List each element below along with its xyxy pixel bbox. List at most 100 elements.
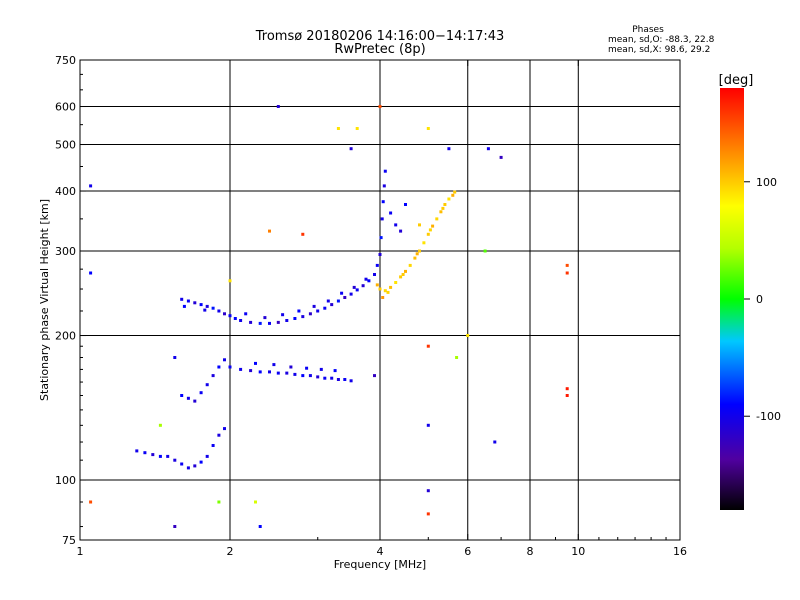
data-point (258, 525, 262, 528)
data-point (285, 371, 289, 375)
data-point (422, 241, 426, 245)
data-point (276, 320, 280, 324)
data-point (330, 303, 334, 307)
data-point (308, 312, 312, 316)
colorbar-tick-label: 0 (756, 293, 763, 306)
data-point (211, 306, 215, 310)
data-point (151, 453, 155, 457)
data-point (199, 391, 203, 395)
data-point (336, 299, 340, 303)
data-point (404, 269, 407, 273)
data-point (382, 184, 386, 188)
data-point (316, 375, 320, 379)
data-point (323, 376, 327, 380)
data-point (186, 396, 190, 400)
data-point (426, 423, 430, 427)
data-point (301, 232, 305, 236)
stats-line-o: mean, sd,O: -88.3, 22.8 (608, 35, 715, 45)
data-point (205, 454, 209, 458)
data-point (389, 285, 393, 289)
axis-ticks: 1 2 4 6 8 10 16 75 100 200 300 400 500 600 750 (55, 54, 687, 558)
data-point (217, 500, 221, 504)
data-point (352, 285, 356, 289)
data-point (173, 356, 177, 359)
x-tick-label: 10 (571, 545, 585, 558)
data-point (426, 127, 430, 130)
data-point (308, 374, 312, 378)
data-point (293, 317, 297, 320)
chart-title: Tromsø 20180206 14:16:00−14:17:43 (255, 29, 505, 44)
data-point (340, 291, 344, 295)
data-point (205, 383, 209, 387)
data-point (401, 273, 405, 276)
data-point (349, 147, 353, 151)
data-point (244, 312, 248, 316)
data-point (223, 427, 226, 431)
data-point (565, 387, 569, 391)
data-point (443, 203, 447, 206)
data-point (418, 223, 421, 227)
data-point (435, 217, 439, 221)
data-point (499, 155, 503, 159)
data-point (276, 105, 280, 108)
data-point (258, 321, 262, 325)
data-point (203, 308, 207, 312)
data-point (380, 217, 384, 221)
y-tick-label: 100 (55, 474, 76, 487)
data-point (399, 275, 403, 279)
data-point (249, 320, 253, 324)
data-point (173, 458, 177, 462)
data-point (205, 304, 209, 308)
data-point (381, 200, 385, 204)
data-point (289, 365, 293, 369)
data-point (453, 190, 457, 194)
data-point (223, 312, 226, 316)
data-point (263, 316, 267, 320)
data-point (408, 263, 412, 267)
data-point (135, 449, 139, 453)
data-point (565, 271, 569, 275)
data-point (364, 277, 368, 281)
data-point (323, 306, 327, 310)
data-point (89, 500, 93, 504)
data-point (193, 464, 197, 468)
data-point (166, 454, 170, 458)
y-tick-label: 500 (55, 139, 76, 152)
colorbar-ticks: 100 0 -100 (744, 176, 781, 423)
data-point (249, 369, 253, 373)
data-point (268, 370, 271, 374)
data-point (301, 315, 305, 319)
data-point (381, 296, 385, 299)
data-points (89, 105, 569, 528)
data-point (349, 379, 353, 383)
data-point (361, 284, 365, 288)
data-point (211, 444, 215, 447)
data-point (343, 378, 347, 381)
data-point (404, 203, 407, 206)
data-point (301, 374, 305, 378)
data-point (373, 374, 376, 378)
data-point (349, 292, 353, 296)
plot-frame (79, 59, 681, 541)
data-point (254, 500, 257, 504)
data-point (193, 301, 197, 305)
data-point (316, 309, 320, 313)
data-point (355, 288, 359, 292)
data-point (217, 365, 221, 369)
y-tick-label: 400 (55, 185, 76, 198)
data-point (239, 367, 243, 371)
data-point (158, 423, 162, 427)
x-tick-label: 6 (464, 545, 471, 558)
data-point (383, 289, 387, 293)
data-point (228, 314, 232, 318)
colorbar-tick-label: 100 (756, 176, 777, 189)
data-point (305, 366, 309, 370)
data-point (211, 374, 215, 378)
data-point (379, 236, 383, 240)
data-point (418, 249, 421, 253)
data-point (493, 440, 497, 444)
data-point (565, 263, 569, 267)
data-point (426, 489, 430, 493)
colorbar (720, 88, 744, 510)
data-point (89, 184, 93, 188)
